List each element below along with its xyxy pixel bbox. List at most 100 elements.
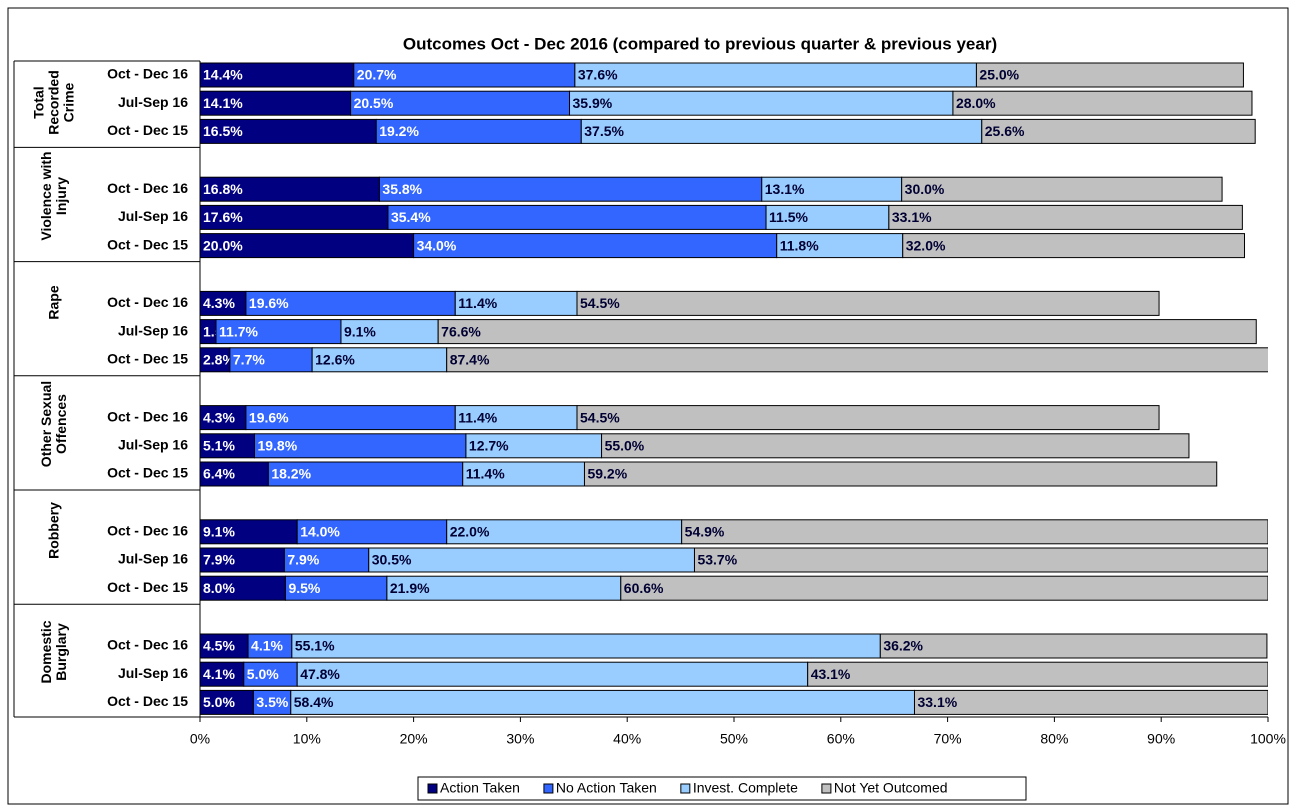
chart-title: Outcomes Oct - Dec 2016 (compared to pre… — [403, 34, 997, 53]
legend-box — [417, 776, 1027, 801]
legend-label: Not Yet Outcomed — [834, 780, 948, 796]
bar-segment — [901, 176, 1223, 202]
data-label: 16.5% — [203, 123, 243, 139]
data-label: 9.1% — [344, 323, 376, 339]
data-label: 8.0% — [203, 580, 235, 596]
data-label: 58.4% — [294, 694, 334, 710]
bar-segment — [913, 689, 1268, 715]
category-label: Oct - Dec 15 — [107, 579, 188, 595]
data-label: 22.0% — [450, 524, 490, 540]
bar-segment — [200, 233, 415, 259]
category-label: Oct - Dec 15 — [107, 465, 188, 481]
data-label: 7.7% — [233, 352, 265, 368]
bar-segment — [693, 547, 1268, 573]
category-label: Jul-Sep 16 — [118, 437, 188, 453]
bar-segment — [200, 633, 249, 659]
data-label: 30.5% — [372, 552, 412, 568]
data-label: 7.9% — [287, 552, 319, 568]
data-label: 43.1% — [811, 666, 851, 682]
data-label: 6.4% — [203, 466, 235, 482]
data-label: 87.4% — [450, 352, 490, 368]
bar-segment — [413, 233, 778, 259]
category-label: Oct - Dec 16 — [107, 408, 188, 424]
data-label: 4.1% — [203, 666, 235, 682]
bar-segment — [765, 204, 890, 230]
bar-segment — [601, 433, 1190, 459]
data-label: 16.8% — [203, 181, 243, 197]
plot-area: 14.4% 20.7% 37.6% 25.0% 14.1% 20.5% 35.9% 28.0%… — [200, 62, 1268, 715]
category-label: Jul-Sep 16 — [118, 551, 188, 567]
bar-segment — [290, 689, 915, 715]
bar-segment — [311, 347, 448, 373]
x-tick-label: 0% — [190, 731, 210, 747]
group-label: Rape — [45, 285, 62, 320]
bar-segment — [200, 118, 377, 144]
bar-segment — [296, 661, 809, 687]
bar-segment — [902, 233, 1246, 259]
data-label: 4.5% — [203, 638, 235, 654]
category-label: Jul-Sep 16 — [118, 94, 188, 110]
legend-swatch — [427, 783, 438, 794]
bar-segment — [378, 176, 763, 202]
data-label: 11.7% — [219, 323, 258, 339]
data-label: 7.9% — [203, 552, 235, 568]
category-label: Oct - Dec 15 — [107, 693, 188, 709]
data-label: 12.6% — [315, 352, 355, 368]
bar-segment — [245, 405, 456, 431]
legend-swatch — [821, 783, 832, 794]
data-label: 34.0% — [417, 237, 457, 253]
data-label: 35.9% — [573, 95, 613, 111]
data-label: 5.0% — [203, 694, 235, 710]
bar-segment — [681, 519, 1268, 545]
data-label: 14.0% — [300, 524, 340, 540]
bar-segment — [576, 405, 1160, 431]
data-label: 19.8% — [257, 438, 297, 454]
x-tick-label: 40% — [613, 731, 641, 747]
data-label: 35.8% — [382, 181, 422, 197]
legend-label: Action Taken — [440, 780, 520, 796]
x-tick-label: 90% — [1147, 731, 1175, 747]
data-label: 33.1% — [917, 694, 957, 710]
bar-segment — [387, 204, 767, 230]
category-label: Oct - Dec 16 — [107, 66, 188, 82]
group-label: Other Sexual Offences — [38, 380, 69, 468]
bar-segment — [576, 290, 1160, 316]
data-label: 4.3% — [203, 295, 235, 311]
data-label: 33.1% — [892, 209, 932, 225]
legend-swatch — [543, 783, 554, 794]
data-label: 54.5% — [580, 409, 620, 425]
x-tick-label: 10% — [293, 731, 321, 747]
category-label: Oct - Dec 15 — [107, 236, 188, 252]
data-label: 13.1% — [765, 181, 805, 197]
data-label: 19.2% — [379, 123, 419, 139]
bar-segment — [569, 90, 954, 116]
category-label: Oct - Dec 15 — [107, 122, 188, 138]
category-label: Jul-Sep 16 — [118, 322, 188, 338]
bar-segment — [296, 519, 448, 545]
data-label: 55.1% — [295, 638, 335, 654]
legend-swatch — [680, 783, 691, 794]
category-label: Jul-Sep 16 — [118, 665, 188, 681]
bar-segment — [454, 405, 578, 431]
data-label: 9.1% — [203, 524, 235, 540]
group-label: Domestic Burglary — [38, 620, 69, 684]
data-label: 36.2% — [883, 638, 923, 654]
bar-segment — [368, 547, 695, 573]
bar-segment — [247, 633, 293, 659]
data-label: 76.6% — [441, 323, 481, 339]
bar-segment — [245, 290, 456, 316]
bar-segment — [807, 661, 1268, 687]
data-label: 20.0% — [203, 237, 243, 253]
data-label: 21.9% — [390, 580, 430, 596]
data-label: 37.5% — [584, 123, 624, 139]
category-label: Oct - Dec 16 — [107, 637, 188, 653]
bar-segment — [583, 461, 1218, 487]
bar-segment — [350, 90, 571, 116]
bar-segment — [952, 90, 1253, 116]
data-label: 19.6% — [249, 295, 289, 311]
data-label: 5.0% — [247, 666, 279, 682]
data-label: 35.4% — [391, 209, 431, 225]
data-label: 25.0% — [979, 67, 1019, 83]
data-label: 3.5% — [256, 694, 288, 710]
